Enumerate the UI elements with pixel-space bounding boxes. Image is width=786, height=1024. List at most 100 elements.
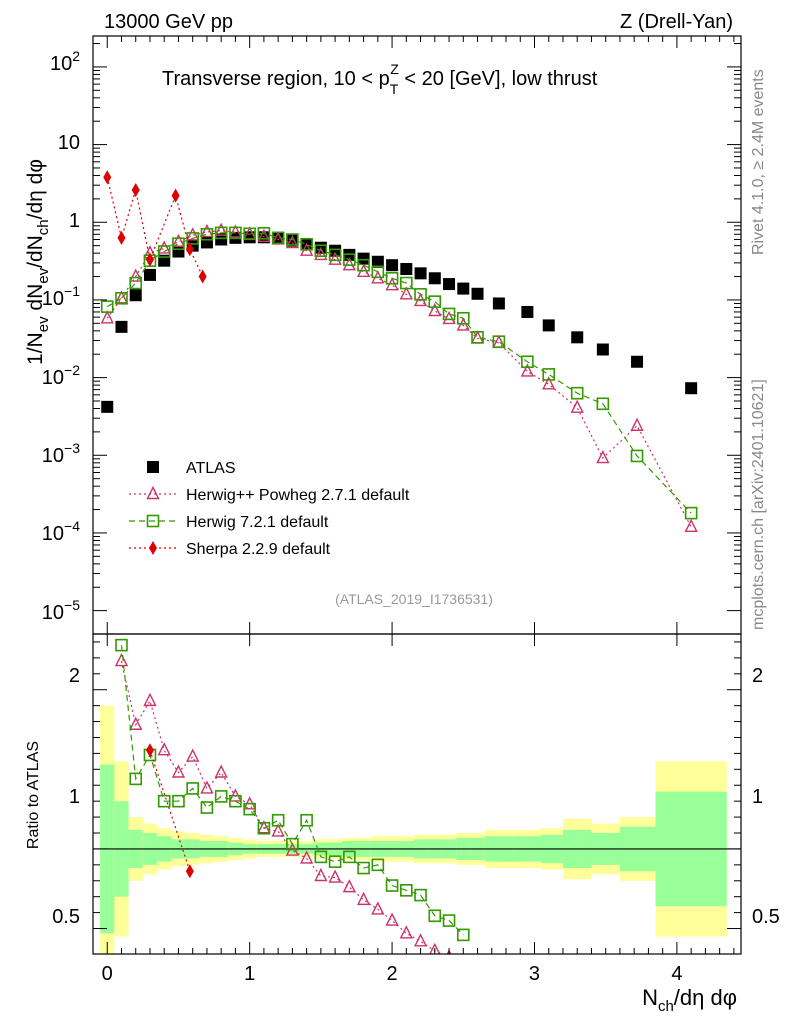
ratio-point bbox=[328, 855, 342, 868]
data-point bbox=[214, 222, 228, 236]
x-tick-label: 0 bbox=[102, 963, 113, 985]
data-point bbox=[100, 310, 114, 324]
ratio-point bbox=[314, 850, 328, 864]
ratio-y-tick-labels: 2 1 0.5 2 1 0.5 bbox=[52, 665, 780, 928]
y-tick-1e-3: 10−3 bbox=[42, 440, 80, 467]
data-point bbox=[200, 223, 214, 238]
y-tick-1e-4: 10−4 bbox=[42, 518, 80, 545]
ratio-point bbox=[145, 743, 154, 758]
ratio-y-axis-label: Ratio to ATLAS bbox=[25, 741, 42, 849]
data-point bbox=[492, 297, 505, 310]
x-tick-label: 3 bbox=[529, 963, 540, 985]
data-point bbox=[400, 263, 413, 276]
data-point bbox=[131, 183, 140, 198]
data-point bbox=[171, 233, 186, 248]
data-point bbox=[143, 268, 156, 281]
data-point bbox=[685, 382, 698, 395]
ratio-point bbox=[229, 794, 242, 808]
ratio-point bbox=[356, 891, 371, 906]
data-point bbox=[129, 268, 143, 282]
legend-label: ATLAS bbox=[186, 460, 236, 477]
y-tick-1: 1 bbox=[69, 210, 80, 232]
ratio-point bbox=[200, 780, 214, 794]
data-point bbox=[428, 272, 441, 285]
y-axis-label: 1/Nev dNev/dNch/dη dφ bbox=[24, 159, 52, 365]
ratio-point bbox=[314, 867, 328, 882]
ratio-point bbox=[286, 837, 299, 851]
series-line-2 bbox=[106, 232, 692, 514]
data-point bbox=[542, 368, 556, 381]
uncertainty-bands bbox=[100, 705, 727, 954]
ratio-point bbox=[257, 821, 271, 835]
x-tick-label: 1 bbox=[244, 963, 255, 985]
data-point bbox=[198, 269, 207, 284]
data-point bbox=[286, 233, 299, 246]
data-point bbox=[471, 331, 484, 344]
ratio-point bbox=[115, 638, 128, 652]
data-point bbox=[243, 227, 256, 241]
ratio-point bbox=[328, 869, 342, 883]
data-point bbox=[157, 240, 171, 254]
data-point bbox=[570, 386, 584, 400]
data-point bbox=[343, 253, 356, 266]
ratio-point bbox=[271, 823, 285, 837]
data-point bbox=[215, 233, 228, 246]
ratio-y-tick-2-right: 2 bbox=[752, 665, 763, 687]
data-point bbox=[228, 224, 243, 238]
main-y-tick-labels: 10−5 10−4 10−3 10−2 10−1 1 10 102 bbox=[42, 48, 80, 624]
header-left: 13000 GeV pp bbox=[104, 11, 233, 33]
data-point bbox=[399, 286, 413, 300]
legend-label: Sherpa 2.2.9 default bbox=[186, 541, 331, 558]
data-point bbox=[596, 343, 609, 356]
ratio-frame bbox=[92, 633, 742, 955]
data-point bbox=[400, 276, 413, 290]
x-axis-label: Nch/dη dφ bbox=[642, 985, 737, 1015]
ratio-point bbox=[157, 742, 171, 756]
data-point bbox=[172, 237, 185, 250]
data-point bbox=[328, 251, 342, 265]
legend-label: Herwig 7.2.1 default bbox=[186, 514, 329, 531]
ratio-panel-series bbox=[114, 638, 470, 954]
ratio-point bbox=[399, 925, 413, 939]
ratio-point bbox=[172, 794, 185, 808]
data-point bbox=[442, 307, 456, 321]
legend-marker bbox=[149, 541, 157, 555]
ratio-point bbox=[357, 861, 370, 875]
ratio-point bbox=[129, 772, 143, 786]
data-point bbox=[200, 236, 213, 249]
ratio-point bbox=[271, 813, 285, 827]
data-point bbox=[272, 232, 285, 245]
y-tick-10: 10 bbox=[58, 132, 80, 154]
data-point bbox=[596, 397, 610, 411]
data-point bbox=[257, 228, 271, 242]
data-point bbox=[492, 335, 506, 348]
data-point bbox=[100, 300, 114, 313]
ratio-y-tick-05-right: 0.5 bbox=[752, 906, 780, 928]
legend-marker bbox=[147, 461, 159, 473]
ratio-y-tick-2-left: 2 bbox=[69, 665, 80, 687]
data-point bbox=[542, 319, 555, 332]
data-point bbox=[442, 310, 456, 325]
data-point bbox=[186, 227, 200, 241]
ratio-line-1 bbox=[120, 645, 464, 936]
data-point bbox=[414, 288, 427, 301]
ratio-y-tick-05-left: 0.5 bbox=[52, 906, 80, 928]
x-tick-labels: 0 1 2 3 4 bbox=[102, 963, 683, 985]
data-point bbox=[129, 289, 142, 302]
main-panel-series bbox=[100, 170, 698, 532]
data-point bbox=[357, 258, 370, 272]
data-point bbox=[200, 227, 214, 241]
ratio-point bbox=[171, 764, 186, 778]
ratio-point bbox=[456, 928, 470, 942]
ratio-point bbox=[442, 914, 456, 927]
ratio-point bbox=[114, 652, 129, 667]
ratio-point bbox=[343, 850, 356, 864]
data-point bbox=[185, 242, 194, 257]
data-point bbox=[285, 234, 300, 249]
ratio-point bbox=[200, 801, 214, 814]
ratio-point bbox=[157, 794, 171, 808]
ratio-point bbox=[413, 933, 428, 947]
data-point bbox=[684, 506, 698, 520]
mcplots-label: mcplots.cern.ch [arXiv:2401.10621] bbox=[750, 379, 767, 630]
